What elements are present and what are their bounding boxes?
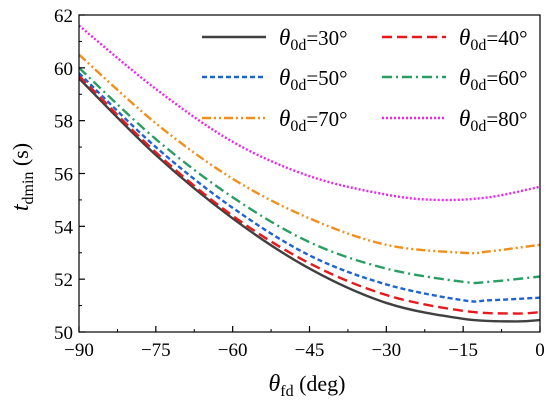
x-axis-unit: (deg) <box>294 371 346 396</box>
y-tick-label: 60 <box>54 59 73 80</box>
y-axis-symbol: t <box>8 203 34 211</box>
legend: θ0d=30° θ0d=40° θ0d=50° θ0d=60° θ0d=70° θ0d=8… <box>202 25 528 135</box>
legend-label: θ0d=80° <box>459 106 528 135</box>
legend-item-6: θ0d=80° <box>382 106 528 135</box>
legend-label: θ0d=70° <box>279 106 348 135</box>
y-tick-label: 58 <box>54 112 73 133</box>
y-axis-unit: (s) <box>8 143 33 172</box>
y-tick-label: 54 <box>54 217 74 238</box>
legend-label: θ0d=60° <box>459 65 528 94</box>
series-line-2 <box>79 74 540 315</box>
x-tick-label: −75 <box>141 340 171 361</box>
y-tick-label: 52 <box>54 270 73 291</box>
x-tick-label: −30 <box>371 340 401 361</box>
legend-item-1: θ0d=30° <box>202 25 348 54</box>
x-axis-title: θfd (deg) <box>268 371 345 400</box>
x-tick-label: −90 <box>64 340 94 361</box>
legend-label: θ0d=40° <box>459 25 528 54</box>
y-tick-label: 62 <box>54 6 73 27</box>
y-tick-label: 50 <box>54 323 73 344</box>
x-tick-label: −45 <box>295 340 325 361</box>
legend-label: θ0d=50° <box>279 65 348 94</box>
plot-area <box>78 14 541 333</box>
x-axis-symbol: θ <box>268 371 280 397</box>
x-axis: −90 −75 −60 −45 −30 −15 0 <box>64 326 545 361</box>
legend-item-3: θ0d=50° <box>202 65 348 94</box>
series-line-4 <box>79 66 540 285</box>
legend-label: θ0d=30° <box>279 25 348 54</box>
x-tick-label: −15 <box>448 340 478 361</box>
x-tick-label: −60 <box>218 340 248 361</box>
legend-item-5: θ0d=70° <box>202 106 348 135</box>
legend-item-4: θ0d=60° <box>382 65 528 94</box>
series-lines <box>79 24 540 323</box>
x-axis-subscript: fd <box>280 383 293 400</box>
x-tick-label: 0 <box>535 340 545 361</box>
series-line-3 <box>79 72 540 303</box>
series-line-1 <box>79 77 540 323</box>
y-axis-title: tdmin (s) <box>8 143 37 211</box>
y-tick-label: 56 <box>54 165 73 186</box>
legend-item-2: θ0d=40° <box>382 25 528 54</box>
plot-frame <box>78 14 541 333</box>
y-axis-subscript: dmin <box>20 172 37 205</box>
y-axis: 50 52 54 56 58 60 62 <box>54 6 85 344</box>
